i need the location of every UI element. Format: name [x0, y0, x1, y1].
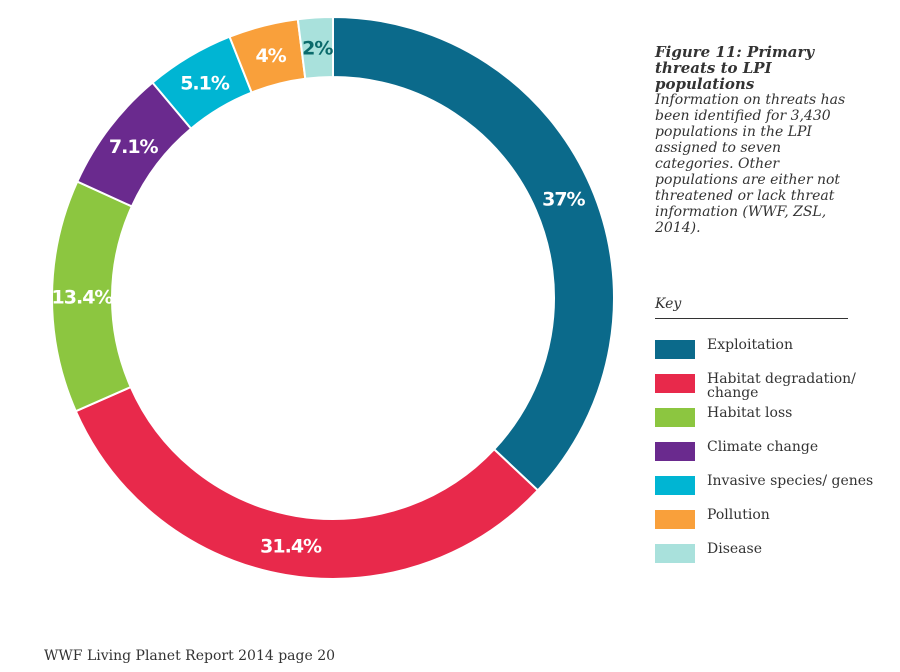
chart-title: Figure 11: Primary threats to LPI popula…	[655, 43, 815, 93]
data-label: 4%	[255, 45, 286, 67]
legend-label: Disease	[707, 541, 762, 557]
legend-label: Climate change	[707, 439, 819, 455]
data-label: 2%	[302, 37, 333, 59]
legend-swatch	[655, 510, 695, 529]
legend-title: Key	[655, 296, 848, 319]
legend-label: Habitat degradation/ change	[707, 371, 856, 401]
data-label: 37%	[542, 188, 585, 210]
figure-caption: Figure 11: Primary threats to LPI popula…	[655, 44, 855, 236]
legend-swatch	[655, 476, 695, 495]
footer: WWF Living Planet Report 2014 page 20	[44, 648, 336, 664]
caption-text: Information on threats has been identifi…	[655, 92, 846, 236]
legend-label: Exploitation	[707, 337, 793, 353]
slice-exploitation	[332, 15, 615, 492]
legend-swatch	[655, 374, 695, 393]
legend-swatch	[655, 442, 695, 461]
donut-chart: 37% 31.4% 13.4% 7.1% 5.1% 4% 2%	[51, 15, 615, 580]
legend-swatch	[655, 340, 695, 359]
legend-label: Invasive species/ genes	[707, 473, 874, 489]
data-label: 7.1%	[109, 136, 159, 158]
legend-label: Pollution	[707, 507, 770, 523]
data-label: 31.4%	[260, 535, 322, 557]
data-label: 5.1%	[180, 72, 230, 94]
legend-label: Habitat loss	[707, 405, 793, 421]
legend-swatch	[655, 544, 695, 563]
data-label: 13.4%	[52, 286, 114, 308]
legend-swatch	[655, 408, 695, 427]
slice-disease	[296, 15, 334, 80]
